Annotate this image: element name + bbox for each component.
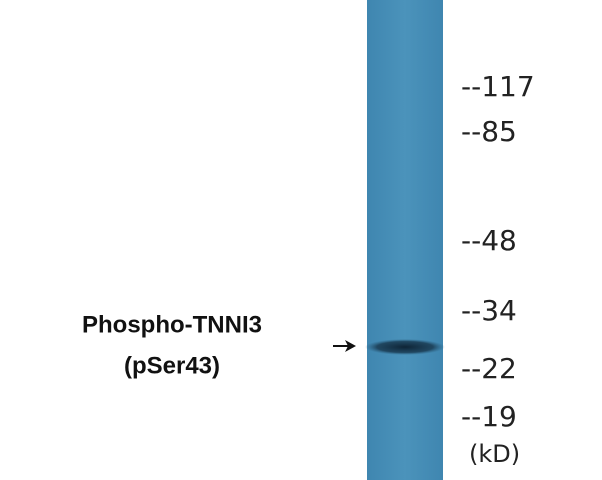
marker-label: --85 [461,115,517,148]
marker-label: --22 [461,352,517,385]
protein-name: Phospho-TNNI3 [82,311,262,338]
protein-site: (pSer43) [124,352,220,379]
marker-label: --48 [461,224,517,257]
blot-lane [367,0,443,480]
unit-label: (kD) [469,440,520,468]
band-arrow [333,340,356,352]
marker-label: --19 [461,400,517,433]
protein-band [365,339,445,355]
marker-label: --34 [461,294,517,327]
marker-label: --117 [461,70,535,103]
